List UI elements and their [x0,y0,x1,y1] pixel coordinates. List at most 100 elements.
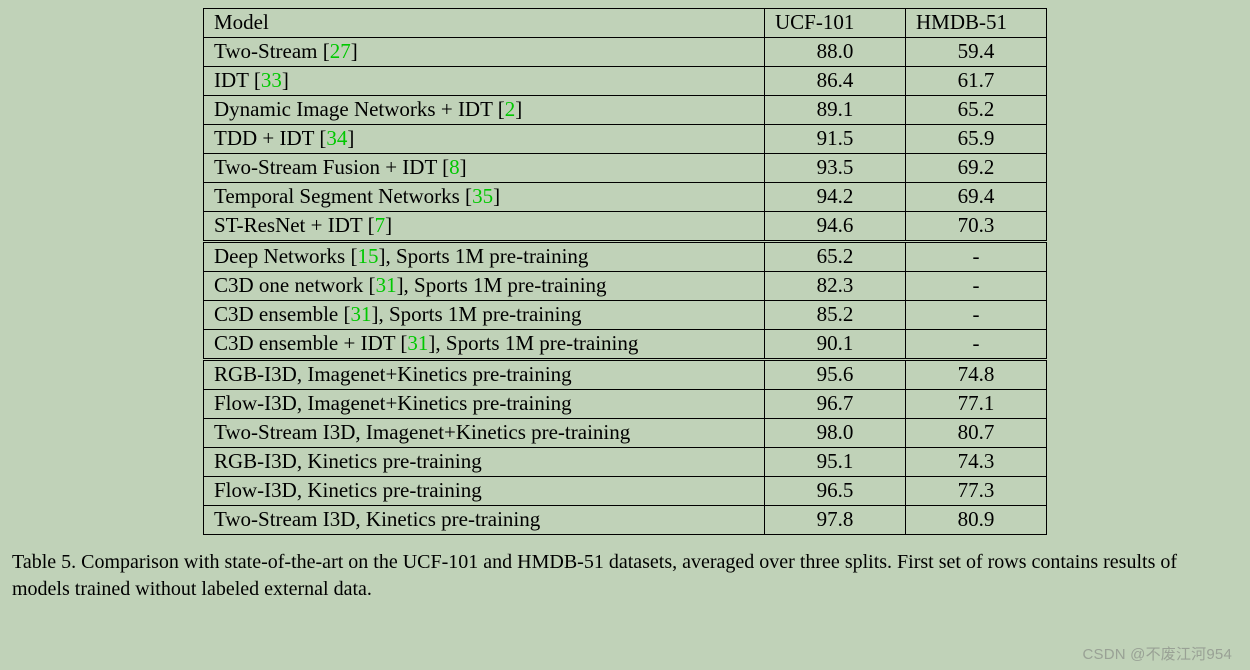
model-cell: Flow-I3D, Kinetics pre-training [204,477,765,506]
model-text: ], Sports 1M pre-training [397,273,607,297]
table-row: C3D ensemble [31], Sports 1M pre-trainin… [204,301,1047,330]
watermark-text: CSDN @不废江河954 [1082,643,1232,664]
model-cell: Deep Networks [15], Sports 1M pre-traini… [204,242,765,272]
hmdb-cell: 65.2 [906,96,1047,125]
hmdb-cell: - [906,301,1047,330]
hmdb-cell: 77.1 [906,390,1047,419]
hmdb-cell: 69.4 [906,183,1047,212]
citation-ref: 31 [376,273,397,297]
model-text: ] [515,97,522,121]
hmdb-cell: - [906,330,1047,360]
ucf-cell: 88.0 [765,38,906,67]
model-cell: C3D one network [31], Sports 1M pre-trai… [204,272,765,301]
model-text: C3D one network [ [214,273,376,297]
model-text: Flow-I3D, Kinetics pre-training [214,478,482,502]
model-text: ] [493,184,500,208]
citation-ref: 2 [505,97,516,121]
hmdb-cell: 74.8 [906,360,1047,390]
table-row: C3D one network [31], Sports 1M pre-trai… [204,272,1047,301]
table-body: Two-Stream [27]88.059.4IDT [33]86.461.7D… [204,38,1047,535]
model-text: TDD + IDT [ [214,126,326,150]
citation-ref: 33 [261,68,282,92]
table-row: Two-Stream I3D, Kinetics pre-training 97.… [204,506,1047,535]
hmdb-cell: 69.2 [906,154,1047,183]
ucf-cell: 65.2 [765,242,906,272]
table-header: Model UCF-101 HMDB-51 [204,9,1047,38]
table-row: RGB-I3D, Kinetics pre-training 95.174.3 [204,448,1047,477]
ucf-cell: 90.1 [765,330,906,360]
model-text: Deep Networks [ [214,244,357,268]
comparison-table: Model UCF-101 HMDB-51 Two-Stream [27]88.… [203,8,1047,535]
model-cell: Two-Stream [27] [204,38,765,67]
ucf-cell: 95.6 [765,360,906,390]
model-text: C3D ensemble [ [214,302,350,326]
ucf-cell: 94.6 [765,212,906,242]
citation-ref: 34 [326,126,347,150]
model-text: Two-Stream I3D, Imagenet+Kinetics pre-tr… [214,420,630,444]
table-row: Temporal Segment Networks [35]94.269.4 [204,183,1047,212]
ucf-cell: 94.2 [765,183,906,212]
model-cell: Two-Stream I3D, Kinetics pre-training [204,506,765,535]
model-cell: Flow-I3D, Imagenet+Kinetics pre-training [204,390,765,419]
ucf-cell: 89.1 [765,96,906,125]
table-row: Two-Stream I3D, Imagenet+Kinetics pre-tr… [204,419,1047,448]
table-row: IDT [33]86.461.7 [204,67,1047,96]
citation-ref: 8 [449,155,460,179]
table-row: Two-Stream [27]88.059.4 [204,38,1047,67]
ucf-cell: 95.1 [765,448,906,477]
col-header-model: Model [204,9,765,38]
table-row: Dynamic Image Networks + IDT [2]89.165.2 [204,96,1047,125]
model-text: ] [385,213,392,237]
hmdb-cell: 65.9 [906,125,1047,154]
citation-ref: 31 [350,302,371,326]
hmdb-cell: 74.3 [906,448,1047,477]
table-row: RGB-I3D, Imagenet+Kinetics pre-training 9… [204,360,1047,390]
hmdb-cell: 61.7 [906,67,1047,96]
ucf-cell: 96.5 [765,477,906,506]
ucf-cell: 85.2 [765,301,906,330]
model-cell: Dynamic Image Networks + IDT [2] [204,96,765,125]
hmdb-cell: 80.7 [906,419,1047,448]
col-header-hmdb: HMDB-51 [906,9,1047,38]
citation-ref: 15 [357,244,378,268]
model-text: ] [347,126,354,150]
model-text: RGB-I3D, Kinetics pre-training [214,449,482,473]
model-text: ], Sports 1M pre-training [378,244,588,268]
ucf-cell: 98.0 [765,419,906,448]
model-text: ] [460,155,467,179]
model-cell: TDD + IDT [34] [204,125,765,154]
ucf-cell: 82.3 [765,272,906,301]
model-cell: RGB-I3D, Kinetics pre-training [204,448,765,477]
hmdb-cell: 77.3 [906,477,1047,506]
ucf-cell: 93.5 [765,154,906,183]
citation-ref: 35 [472,184,493,208]
table-row: C3D ensemble + IDT [31], Sports 1M pre-t… [204,330,1047,360]
hmdb-cell: 80.9 [906,506,1047,535]
col-header-ucf: UCF-101 [765,9,906,38]
table-row: Two-Stream Fusion + IDT [8]93.569.2 [204,154,1047,183]
model-text: Two-Stream I3D, Kinetics pre-training [214,507,540,531]
table-row: Flow-I3D, Imagenet+Kinetics pre-training… [204,390,1047,419]
hmdb-cell: 59.4 [906,38,1047,67]
citation-ref: 31 [407,331,428,355]
citation-ref: 27 [330,39,351,63]
model-text: Two-Stream Fusion + IDT [ [214,155,449,179]
model-text: Two-Stream [ [214,39,330,63]
model-cell: Two-Stream Fusion + IDT [8] [204,154,765,183]
table-row: ST-ResNet + IDT [7]94.670.3 [204,212,1047,242]
hmdb-cell: 70.3 [906,212,1047,242]
model-cell: Temporal Segment Networks [35] [204,183,765,212]
model-text: Flow-I3D, Imagenet+Kinetics pre-training [214,391,572,415]
model-cell: C3D ensemble [31], Sports 1M pre-trainin… [204,301,765,330]
model-cell: Two-Stream I3D, Imagenet+Kinetics pre-tr… [204,419,765,448]
table-row: Deep Networks [15], Sports 1M pre-traini… [204,242,1047,272]
model-text: Dynamic Image Networks + IDT [ [214,97,505,121]
ucf-cell: 97.8 [765,506,906,535]
model-text: ST-ResNet + IDT [ [214,213,375,237]
model-text: RGB-I3D, Imagenet+Kinetics pre-training [214,362,572,386]
ucf-cell: 86.4 [765,67,906,96]
hmdb-cell: - [906,272,1047,301]
model-text: ] [282,68,289,92]
hmdb-cell: - [906,242,1047,272]
table-row: TDD + IDT [34]91.565.9 [204,125,1047,154]
